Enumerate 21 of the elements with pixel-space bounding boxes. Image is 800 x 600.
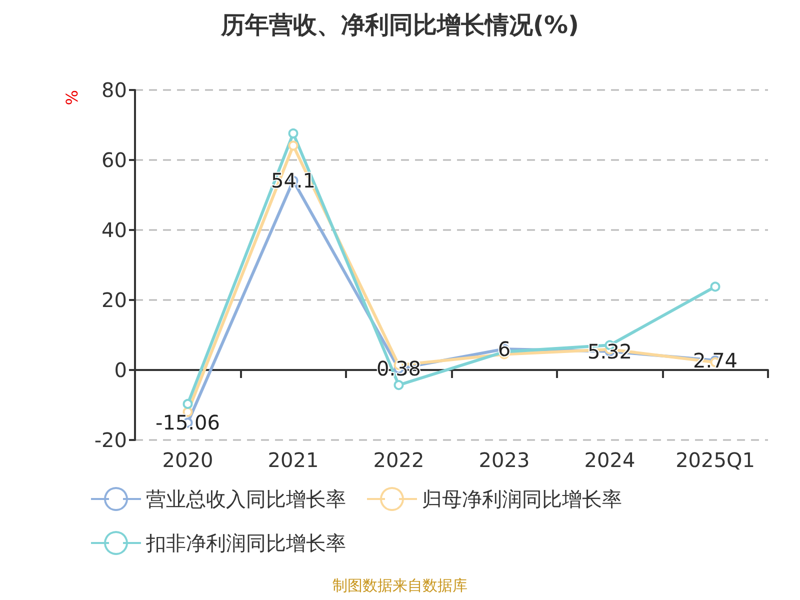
legend-label: 营业总收入同比增长率 [146,487,346,511]
data-label: 5.32 [587,339,632,364]
y-tick-label: 80 [102,78,127,102]
x-tick-label: 2024 [584,448,636,472]
y-tick-label: 60 [102,148,127,172]
y-tick-label: 40 [102,218,127,242]
data-label: 2.74 [692,348,738,372]
x-tick-label: 2023 [478,448,530,472]
y-tick-label: 20 [102,288,127,312]
legend-label: 归母净利润同比增长率 [422,487,622,511]
y-tick-label: -20 [94,428,127,452]
text: 制图数据来自数据库 [332,576,468,594]
chart-title: 历年营收、净利同比增长情况(%) [220,11,579,39]
x-tick-label: 2020 [162,448,214,472]
data-label: -15.06 [156,410,220,435]
x-tick-label: 2022 [373,448,424,472]
y-tick-label: 0 [114,358,127,382]
y-axis-title: % [62,90,82,106]
x-tick-label: 2021 [268,448,319,472]
x-tick-label: 2025Q1 [676,448,755,472]
legend-label: 扣非净利润同比增长率 [145,531,346,555]
